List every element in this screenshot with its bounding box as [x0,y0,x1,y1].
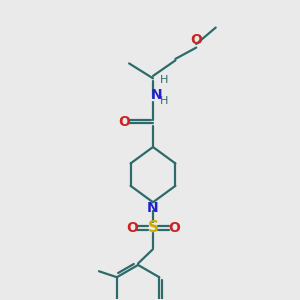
Text: O: O [119,115,130,129]
Text: H: H [160,75,169,85]
Text: H: H [160,96,169,106]
Text: O: O [168,220,180,235]
Text: O: O [126,220,138,235]
Text: O: O [190,32,202,46]
Text: N: N [147,201,159,214]
Text: S: S [148,220,158,235]
Text: N: N [151,88,162,102]
